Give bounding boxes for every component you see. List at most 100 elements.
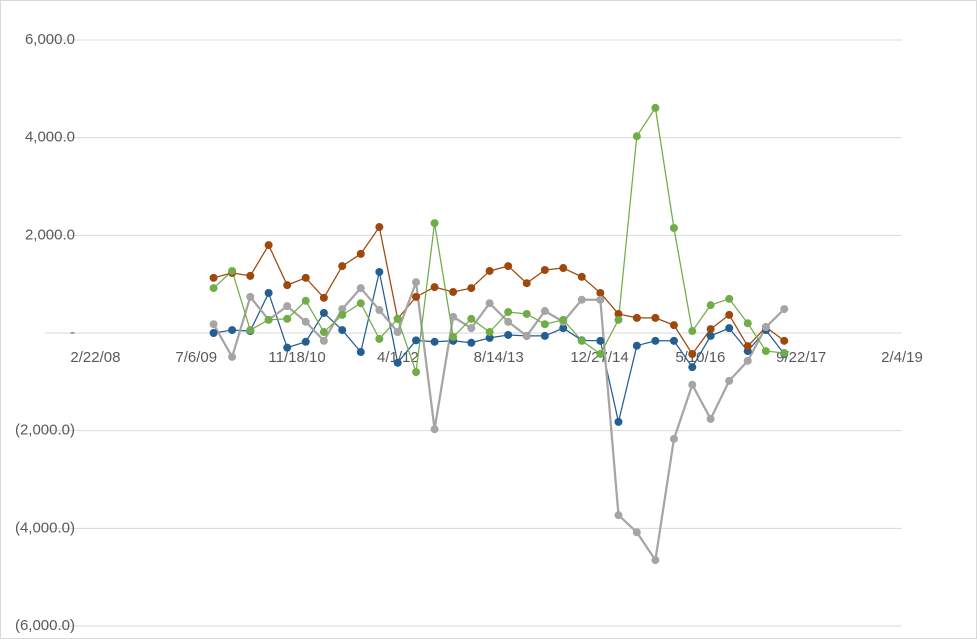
data-point [596,349,605,358]
x-tick-label: 5/10/16 [675,349,725,366]
data-point [228,266,237,275]
data-point [467,324,476,333]
data-point [228,326,237,335]
x-tick-label: 4/1/12 [377,349,419,366]
data-point [706,325,715,334]
data-point [706,414,715,423]
data-point [375,306,384,315]
data-point [780,349,789,358]
data-point [706,301,715,310]
x-tick-label: 2/22/08 [70,349,120,366]
x-tick-label: 2/4/19 [881,349,923,366]
data-point [559,315,568,324]
data-point [522,279,531,288]
x-tick-label: 9/22/17 [776,349,826,366]
data-point [559,264,568,273]
data-point [412,292,421,301]
data-point [596,288,605,297]
data-point [301,296,310,305]
data-point [412,336,421,345]
data-point [743,356,752,365]
y-tick-label: (4,000.0) [15,519,75,536]
data-point [319,293,328,302]
data-point [577,336,586,345]
data-point [651,336,660,345]
data-point [743,319,752,328]
data-point [264,315,273,324]
data-point [393,328,402,337]
data-point [669,434,678,443]
data-point [485,333,494,342]
data-point [504,262,513,271]
data-point [338,262,347,271]
data-point [504,308,513,317]
data-point [632,313,641,322]
data-point [412,278,421,287]
data-point [706,331,715,340]
data-point [338,326,347,335]
series-line [213,271,785,423]
data-point [375,223,384,232]
data-point [669,336,678,345]
data-point [725,376,734,385]
data-point [688,327,697,336]
data-point [393,314,402,323]
data-point [522,309,531,318]
data-point [301,337,310,346]
data-point [430,283,439,292]
data-point [761,323,770,332]
data-point [209,329,218,337]
data-point [596,336,605,345]
data-point [614,511,623,520]
data-point [283,281,292,290]
data-point [356,249,365,258]
data-point [614,309,623,318]
data-point [504,330,513,339]
data-point [614,315,623,324]
data-point [356,299,365,308]
data-point [540,307,549,316]
data-point [246,292,255,301]
data-point [632,132,641,141]
data-point [559,324,568,333]
data-point [577,272,586,281]
data-point [283,302,292,311]
data-point [596,295,605,304]
data-point [485,328,494,337]
y-tick-label: 2,000.0 [25,226,75,243]
data-point [614,417,623,426]
data-point [743,342,752,351]
data-point [209,320,218,329]
y-tick-label: 4,000.0 [25,129,75,146]
data-point [209,273,218,282]
data-point [356,284,365,293]
data-point [393,358,402,367]
data-point [264,241,273,250]
data-point [651,556,660,565]
data-point [780,305,789,314]
data-point [301,273,310,282]
y-tick-label: (2,000.0) [15,422,75,439]
data-point [449,287,458,296]
data-point [504,317,513,326]
data-point [651,103,660,112]
data-point [485,266,494,275]
data-point [228,352,237,361]
data-point [540,331,549,340]
data-point [725,294,734,303]
data-point [669,224,678,233]
data-point [319,308,328,317]
data-point [669,321,678,330]
data-point [338,305,347,314]
data-point [688,380,697,389]
x-tick-label: 11/18/10 [268,349,325,366]
data-point [467,284,476,293]
data-point [651,313,660,322]
data-point [264,288,273,297]
x-tick-label: 7/6/09 [175,349,217,366]
data-point [449,332,458,341]
data-point [688,349,697,358]
data-point [449,312,458,321]
